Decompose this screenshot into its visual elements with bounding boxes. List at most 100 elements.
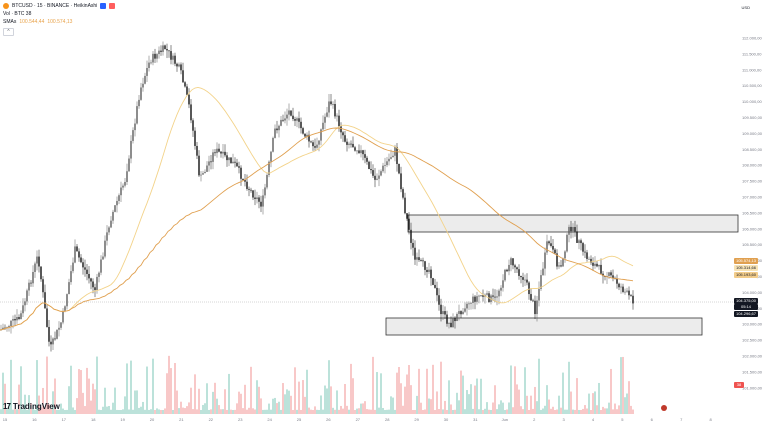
volume-bar — [460, 370, 462, 414]
candle-body — [238, 166, 240, 168]
candle-body — [208, 161, 210, 166]
volume-bar — [224, 389, 226, 414]
candle-body — [584, 251, 586, 253]
candle-body — [274, 128, 276, 138]
volume-bar — [630, 405, 632, 414]
candle-body — [232, 161, 234, 164]
volume-bar — [50, 408, 52, 414]
candle-body — [514, 265, 516, 268]
volume-bar — [288, 390, 290, 414]
candle-body — [302, 128, 304, 134]
price-axis-label: 109.500,00 — [742, 115, 763, 120]
candle-body — [418, 257, 420, 261]
volume-bar — [106, 406, 108, 414]
event-flag-icon[interactable] — [661, 405, 667, 411]
candle-body — [286, 114, 288, 119]
volume-bar — [544, 405, 546, 414]
candle-body — [98, 272, 100, 277]
candle-body — [56, 329, 58, 339]
candle-body — [178, 64, 180, 67]
legend-symbol-row[interactable]: BTCUSD · 15 · BINANCE · HeikinAshi — [3, 2, 116, 10]
volume-bar — [338, 409, 340, 414]
volume-bar — [322, 409, 324, 414]
candle-body — [486, 293, 488, 295]
volume-bar — [304, 396, 306, 414]
candle-body — [248, 188, 250, 190]
volume-bar — [492, 402, 494, 414]
volume-bar — [342, 408, 344, 414]
candle-body — [480, 295, 482, 296]
volume-bar — [476, 378, 478, 414]
candle-body — [220, 151, 222, 154]
volume-bar — [260, 398, 262, 414]
volume-bar — [570, 391, 572, 414]
volume-bar — [128, 409, 130, 414]
brand-name: TradingView — [12, 402, 60, 411]
candle-body — [552, 245, 554, 250]
candle-body — [270, 151, 272, 162]
candle-body — [218, 148, 220, 152]
candle-body — [626, 290, 628, 292]
candle-body — [594, 263, 596, 266]
candle-body — [624, 291, 626, 293]
volume-bar — [6, 409, 8, 414]
candle-body — [174, 55, 176, 64]
candle-body — [494, 296, 496, 298]
price-axis: 112.000,00 111.500,00 111.000,00 110.500,00… — [742, 36, 763, 391]
time-axis-label: 7 — [680, 417, 683, 422]
volume-bar — [280, 409, 282, 414]
volume-bar — [446, 409, 448, 414]
volume-bar — [352, 378, 354, 414]
legend-indicator-name: SMAs — [3, 18, 17, 25]
candle-body — [172, 55, 174, 60]
volume-bar — [598, 382, 600, 414]
candle-body — [482, 295, 484, 297]
volume-bar — [138, 407, 140, 414]
volume-bar — [376, 372, 378, 414]
price-axis-label: 105.500,00 — [742, 242, 763, 247]
legend-volume-row[interactable]: Vol · BTC 38 — [3, 10, 115, 18]
candle-body — [332, 104, 334, 105]
volume-bar — [454, 409, 456, 414]
candle-body — [532, 300, 534, 302]
candle-body — [66, 294, 68, 307]
candle-body — [330, 101, 332, 105]
candle-body — [398, 163, 400, 174]
price-axis-label: 103.000,00 — [742, 322, 763, 327]
candle-body — [470, 302, 472, 304]
legend-sma-row[interactable]: SMAs 100.544,44 100.574,13 — [3, 18, 115, 26]
candle-body — [230, 157, 232, 164]
candle-body — [414, 247, 416, 260]
volume-bar — [426, 368, 428, 414]
candle-body — [62, 310, 64, 323]
alert-icon[interactable] — [109, 3, 116, 9]
candle-body — [522, 277, 524, 280]
volume-bar — [564, 409, 566, 414]
candle-body — [566, 234, 568, 252]
volume-bar — [194, 374, 196, 414]
volume-bar — [462, 375, 464, 414]
volume-bar — [126, 363, 128, 414]
currency-label[interactable]: USD — [741, 5, 750, 10]
volume-bar — [572, 409, 574, 414]
volume-bar — [472, 408, 474, 414]
candle-body — [426, 269, 428, 273]
tradingview-logo[interactable]: 17 TradingView — [3, 402, 60, 411]
volume-bar — [170, 368, 172, 414]
candle-body — [240, 167, 242, 179]
candle-body — [134, 123, 136, 131]
candle-body — [68, 282, 70, 295]
candle-body — [536, 300, 538, 315]
volume-bar — [394, 409, 396, 414]
candle-body — [152, 53, 154, 63]
eye-icon[interactable] — [100, 3, 107, 9]
volume-bar — [516, 384, 518, 414]
candle-body — [154, 53, 156, 59]
candle-body — [378, 175, 380, 179]
volume-bar — [510, 365, 512, 414]
candle-body — [510, 258, 512, 265]
candle-body — [316, 144, 318, 148]
collapse-legend-button[interactable]: ⌃ — [3, 28, 14, 36]
support-zone[interactable] — [385, 317, 703, 336]
